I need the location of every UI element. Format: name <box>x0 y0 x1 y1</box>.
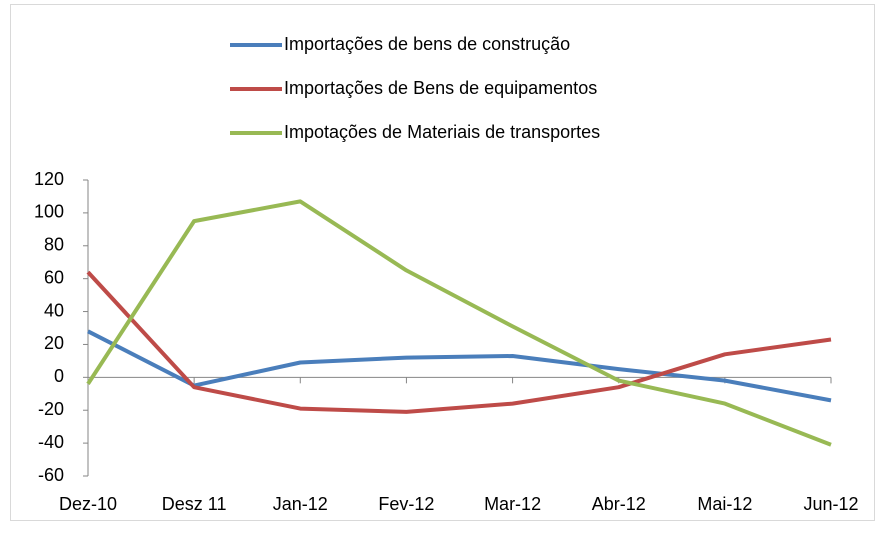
legend-label: Importações de Bens de equipamentos <box>284 78 597 98</box>
x-tick-label: Desz 11 <box>162 494 227 514</box>
y-tick-label: 40 <box>44 300 64 320</box>
x-tick-label: Dez-10 <box>59 494 117 514</box>
y-tick-label: -60 <box>38 465 64 485</box>
y-tick-label: 0 <box>54 366 64 386</box>
x-tick-label: Fev-12 <box>378 494 434 514</box>
series-line <box>86 199 832 447</box>
y-tick-label: -20 <box>38 399 64 419</box>
y-tick-label: 60 <box>44 267 64 287</box>
x-tick-label: Mar-12 <box>484 494 541 514</box>
y-tick-label: 100 <box>34 202 64 222</box>
x-tick-label: Mai-12 <box>697 494 752 514</box>
y-tick-label: 80 <box>44 235 64 255</box>
series-line <box>87 329 832 403</box>
y-tick-label: 120 <box>34 169 64 189</box>
x-tick-label: Abr-12 <box>592 494 646 514</box>
y-tick-label: 20 <box>44 333 64 353</box>
series-line <box>86 270 832 414</box>
legend-label: Impotações de Materiais de transportes <box>284 122 600 142</box>
legend-label: Importações de bens de construção <box>284 34 570 54</box>
x-tick-label: Jan-12 <box>273 494 328 514</box>
chart-frame <box>10 4 875 521</box>
y-tick-label: -40 <box>38 432 64 452</box>
x-tick-label: Jun-12 <box>803 494 858 514</box>
